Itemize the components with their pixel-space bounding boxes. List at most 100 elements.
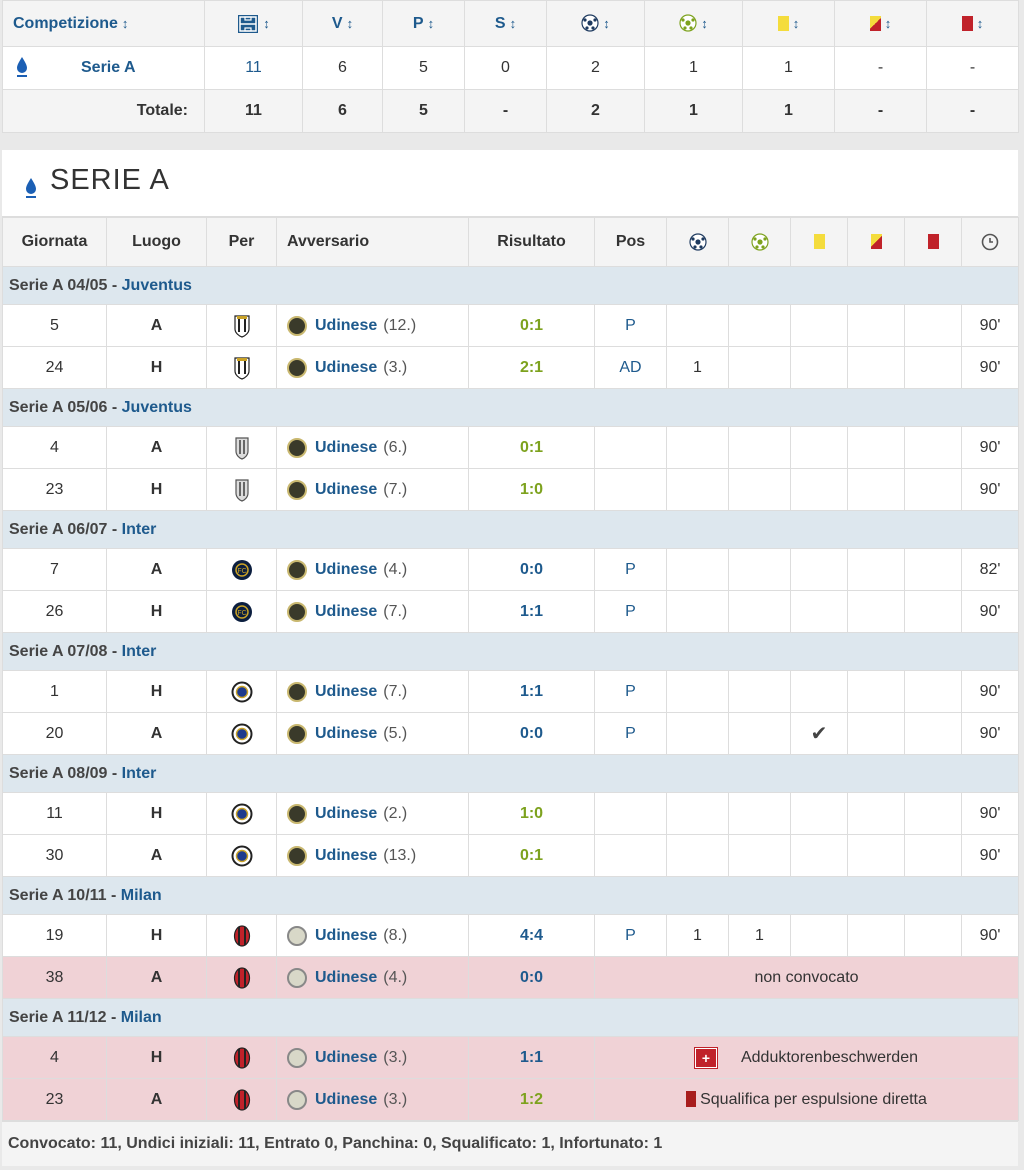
sort-assists[interactable]: ↕ [644,0,743,47]
col-assists [728,217,791,267]
result-link[interactable]: 1:0 [468,468,595,511]
result-link[interactable]: 0:0 [468,712,595,755]
result-link[interactable]: 1:0 [468,792,595,835]
sort-wins[interactable]: V ↕ [302,0,383,47]
detail-header: SERIE A [2,150,1018,217]
game-row: 19 H Udinese (8.) 4:4 P 1 1 90' [2,914,1019,957]
team-cell [206,914,277,957]
game-row: 4 A Udinese (6.) 0:1 90' [2,426,1019,469]
udinese-crest-icon [287,723,307,744]
sort-red[interactable]: ↕ [926,0,1019,47]
team-crest-icon [231,803,253,824]
sort-appearances[interactable]: ↕ [204,0,303,47]
season-team-link[interactable]: Milan [120,886,162,904]
team-cell [206,426,277,469]
yellow-card-icon [813,234,825,250]
assists-cell [728,712,791,755]
result-link[interactable]: 1:1 [468,670,595,713]
col-yellow [790,217,848,267]
game-row: 1 H Udinese (7.) 1:1 P 90' [2,670,1019,713]
sort-draws[interactable]: P ↕ [382,0,465,47]
yellow-cell [790,346,848,389]
goals-cell [666,426,729,469]
opponent-link[interactable]: Udinese [315,480,378,498]
venue-cell: A [106,834,207,877]
opponent-link[interactable]: Udinese [315,316,378,334]
sort-yellowred[interactable]: ↕ [834,0,927,47]
sort-competition[interactable]: Competizione ↕ [2,0,205,47]
result-link[interactable]: 0:1 [468,834,595,877]
yellow-cell [790,304,848,347]
totals-yellowred: - [834,89,927,133]
absence-cell: Squalifica per espulsione diretta [594,1078,1019,1121]
season-team-link[interactable]: Inter [121,764,157,782]
position-cell: P [594,914,667,957]
team-crest-icon [232,478,252,502]
matchday-cell: 23 [2,468,107,511]
result-link[interactable]: 4:4 [468,914,595,957]
season-team-link[interactable]: Juventus [121,276,192,294]
game-row: 23 H Udinese (7.) 1:0 90' [2,468,1019,511]
yellowred-value: - [834,46,927,90]
opponent-link[interactable]: Udinese [315,1090,378,1108]
opponent-link[interactable]: Udinese [315,358,378,376]
opponent-link[interactable]: Udinese [315,602,378,620]
col-goals [666,217,729,267]
opponent-cell: Udinese (7.) [276,670,469,713]
venue-cell: H [106,792,207,835]
opponent-cell: Udinese (7.) [276,590,469,633]
season-team-link[interactable]: Milan [120,1008,162,1026]
venue-cell: H [106,468,207,511]
yellowred-cell [847,548,905,591]
udinese-crest-icon [287,925,307,946]
game-row: 11 H Udinese (2.) 1:0 90' [2,792,1019,835]
opponent-cell: Udinese (4.) [276,956,469,999]
svg-text:FC: FC [237,610,246,617]
opponent-link[interactable]: Udinese [315,560,378,578]
result-link[interactable]: 0:0 [468,548,595,591]
opponent-cell: Udinese (8.) [276,914,469,957]
sort-goals[interactable]: ↕ [546,0,645,47]
result-link[interactable]: 0:1 [468,426,595,469]
yellow-cell [790,914,848,957]
result-link[interactable]: 1:2 [468,1078,595,1121]
detail-title: SERIE A [50,164,170,196]
team-crest-icon [232,966,252,989]
result-link[interactable]: 1:1 [468,1036,595,1079]
col-position: Pos [594,217,667,267]
result-link[interactable]: 0:0 [468,956,595,999]
season-team-link[interactable]: Juventus [121,398,192,416]
matchday-cell: 26 [2,590,107,633]
minutes-cell: 90' [961,590,1019,633]
opponent-link[interactable]: Udinese [315,1048,378,1066]
opponent-link[interactable]: Udinese [315,724,378,742]
venue-cell: A [106,1078,207,1121]
sort-yellow[interactable]: ↕ [742,0,835,47]
opponent-link[interactable]: Udinese [315,968,378,986]
team-crest-icon [232,1046,252,1069]
competition-cell: Serie A [2,46,205,90]
assists-cell [728,304,791,347]
position-cell: AD [594,346,667,389]
season-team-link[interactable]: Inter [121,642,157,660]
red-cell [904,548,962,591]
yellowred-cell [847,914,905,957]
opponent-link[interactable]: Udinese [315,804,378,822]
sort-losses[interactable]: S ↕ [464,0,547,47]
apps-link[interactable]: 11 [204,46,303,90]
result-link[interactable]: 0:1 [468,304,595,347]
udinese-crest-icon [287,1089,307,1110]
opponent-link[interactable]: Udinese [315,682,378,700]
opponent-link[interactable]: Udinese [315,846,378,864]
venue-cell: H [106,590,207,633]
opponent-cell: Udinese (12.) [276,304,469,347]
opponent-link[interactable]: Udinese [315,438,378,456]
minutes-cell: 90' [961,468,1019,511]
result-link[interactable]: 1:1 [468,590,595,633]
yellow-cell [790,590,848,633]
competition-link[interactable]: Serie A [81,59,136,76]
season-team-link[interactable]: Inter [121,520,157,538]
opponent-link[interactable]: Udinese [315,926,378,944]
red-cell [904,712,962,755]
result-link[interactable]: 2:1 [468,346,595,389]
